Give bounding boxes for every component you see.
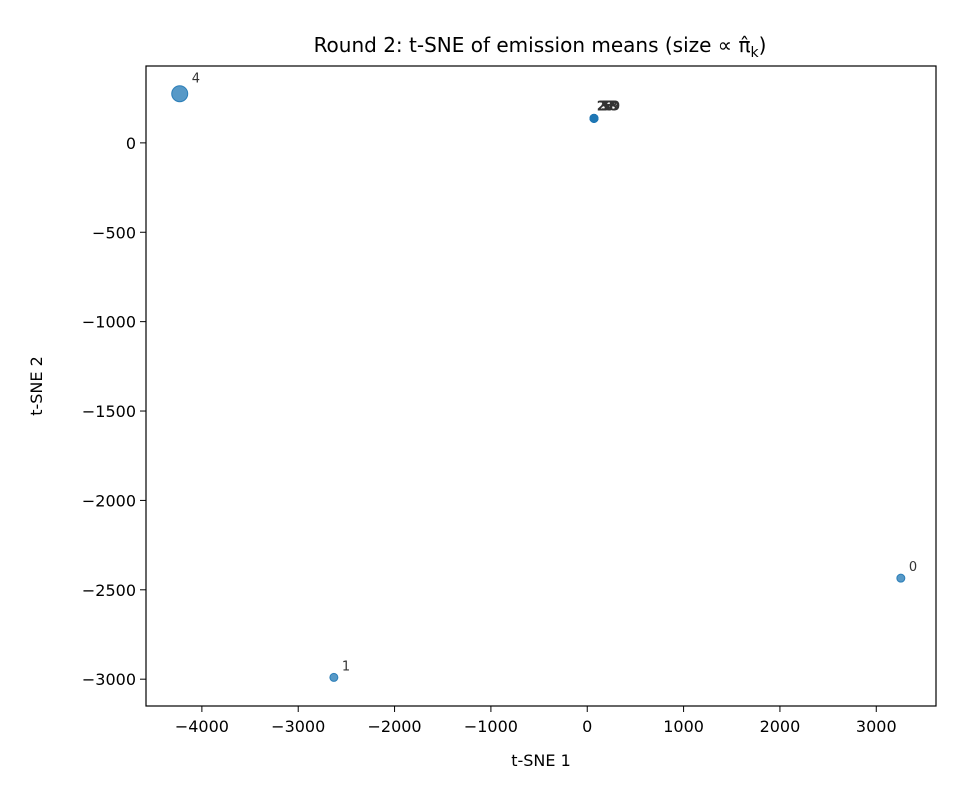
x-tick-label: 2000 (760, 717, 801, 736)
x-tick-label: −2000 (367, 717, 421, 736)
y-tick-label: −500 (92, 223, 136, 242)
y-tick-label: −3000 (82, 670, 136, 689)
cluster-label-9: 9 (611, 99, 620, 114)
x-tick-label: −3000 (271, 717, 325, 736)
cluster-label-8: 8 (609, 99, 618, 114)
plot-frame (145, 65, 937, 707)
data-point-9 (589, 113, 599, 123)
data-point-4 (171, 85, 189, 103)
cluster-label-5: 5 (602, 99, 611, 114)
data-point-0 (896, 573, 906, 583)
point-label-0: 0 (909, 560, 917, 575)
x-tick-label: −1000 (464, 717, 518, 736)
data-points (171, 85, 906, 682)
data-point-1 (329, 672, 339, 682)
y-axis-label: t-SNE 2 (27, 356, 46, 416)
x-tick-label: 3000 (856, 717, 897, 736)
y-tick-label: −1000 (82, 313, 136, 332)
cluster-label-2: 2 (597, 99, 606, 114)
y-tick-label: −2000 (82, 491, 136, 510)
chart-title: Round 2: t-SNE of emission means (size ∝… (314, 33, 767, 61)
x-tick-label: 0 (582, 717, 592, 736)
point-label-1: 1 (342, 659, 350, 674)
x-tick-label: 1000 (663, 717, 704, 736)
y-tick-label: −1500 (82, 402, 136, 421)
point-label-4: 4 (192, 72, 200, 87)
y-tick-label: −2500 (82, 581, 136, 600)
x-tick-label: −4000 (175, 717, 229, 736)
x-axis-label: t-SNE 1 (511, 751, 571, 770)
cluster-label-3: 3 (599, 99, 608, 114)
y-tick-label: 0 (126, 134, 136, 153)
cluster-label-7: 7 (606, 99, 615, 114)
axis-ticks: −4000 −3000 −2000 −1000 0 1000 2000 3000 0 −500 −1… (82, 134, 897, 736)
cluster-label-6: 6 (604, 99, 613, 114)
